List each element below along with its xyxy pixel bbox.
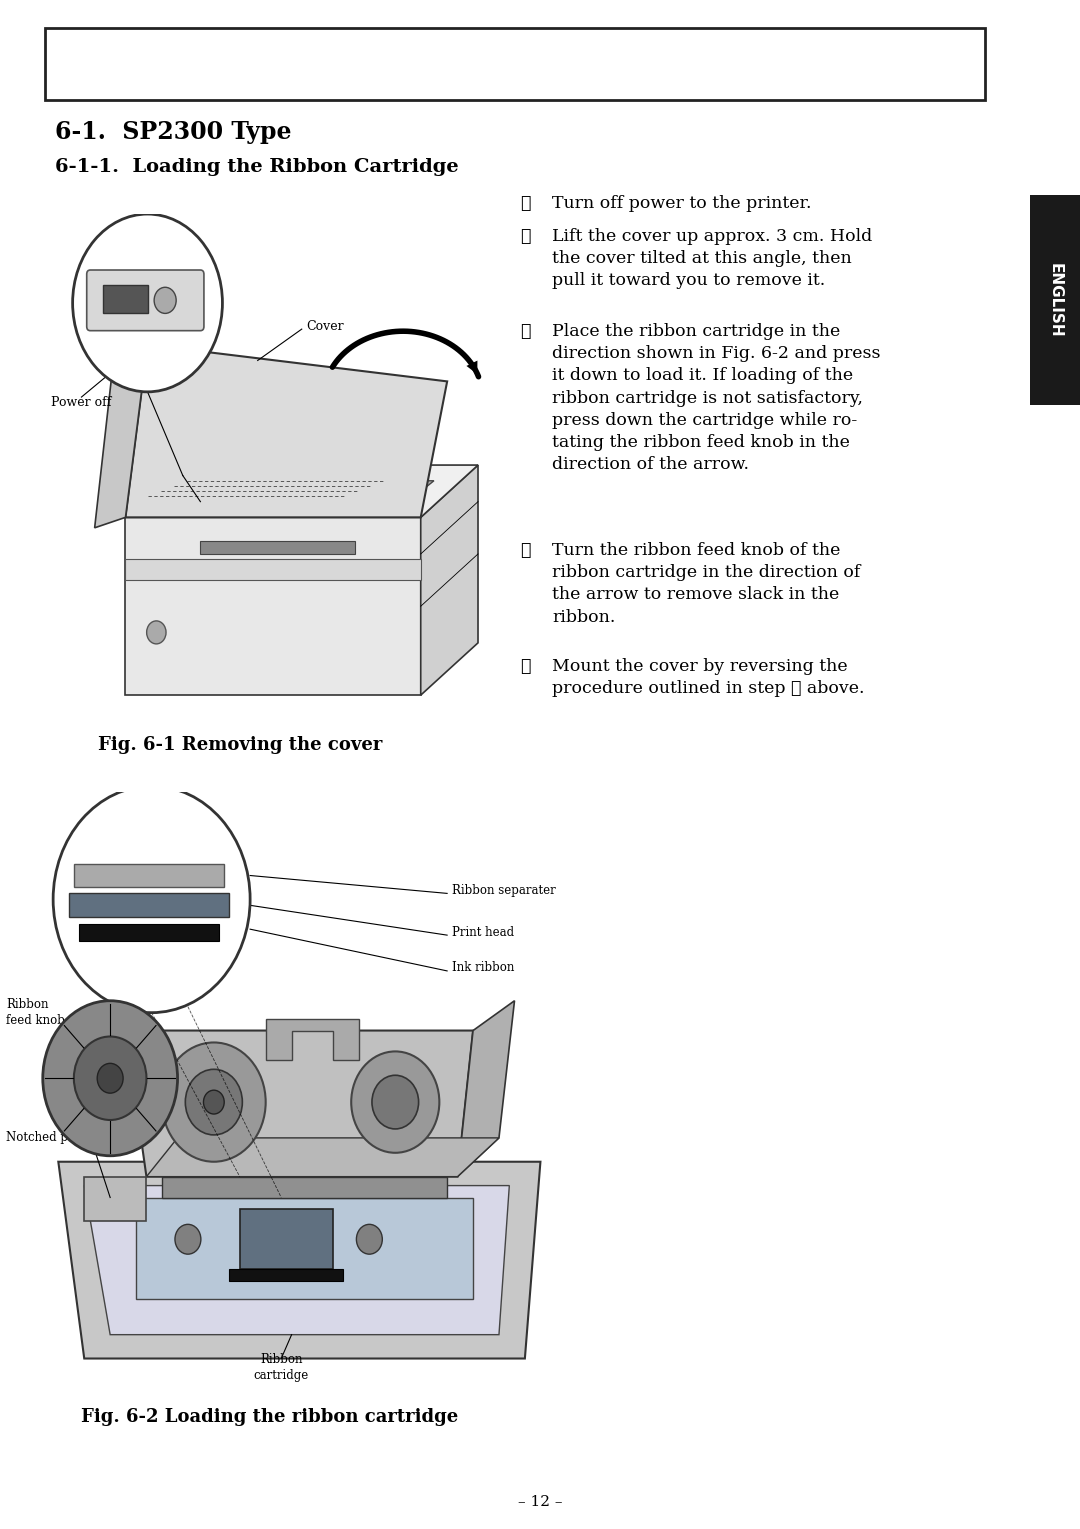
Text: Fig. 6-1 Removing the cover: Fig. 6-1 Removing the cover [98,735,382,754]
Text: Notched part: Notched part [6,1131,85,1144]
Circle shape [97,1063,123,1093]
Polygon shape [125,560,421,579]
Text: Cover: Cover [306,320,343,333]
Circle shape [203,1090,225,1115]
Circle shape [356,1225,382,1254]
Text: ③: ③ [519,323,530,339]
Polygon shape [125,344,447,517]
Text: – 12 –: – 12 – [517,1495,563,1509]
Text: Ribbon
cartridge: Ribbon cartridge [254,1353,309,1382]
Circle shape [73,1037,147,1119]
Circle shape [72,214,222,391]
Circle shape [186,1069,242,1135]
Polygon shape [170,480,434,517]
Circle shape [53,786,251,1012]
Circle shape [147,621,166,644]
FancyBboxPatch shape [240,1209,333,1269]
Polygon shape [458,1000,514,1177]
Circle shape [351,1052,440,1153]
Text: Turn the ribbon feed knob of the
ribbon cartridge in the direction of
the arrow : Turn the ribbon feed knob of the ribbon … [552,541,861,625]
Text: Mount the cover by reversing the
procedure outlined in step ② above.: Mount the cover by reversing the procedu… [552,657,864,697]
Circle shape [372,1075,419,1128]
Text: ①: ① [519,196,530,213]
Text: Ribbon
feed knob: Ribbon feed knob [6,998,66,1027]
Polygon shape [125,517,421,696]
Polygon shape [125,465,478,517]
Text: Power off: Power off [51,396,111,408]
FancyBboxPatch shape [86,271,204,330]
Text: ②: ② [519,228,530,245]
FancyBboxPatch shape [201,541,354,553]
Polygon shape [136,1197,473,1298]
FancyBboxPatch shape [73,864,225,887]
Polygon shape [125,1031,473,1177]
Text: Print head: Print head [453,925,514,939]
Text: Lift the cover up approx. 3 cm. Hold
the cover tilted at this angle, then
pull i: Lift the cover up approx. 3 cm. Hold the… [552,228,873,289]
Polygon shape [147,1138,499,1177]
Polygon shape [266,1018,359,1061]
Circle shape [162,1043,266,1162]
FancyBboxPatch shape [69,893,229,917]
Text: 6. Loading the Ribbon Cartridge and Paper: 6. Loading the Ribbon Cartridge and Pape… [129,49,901,80]
Text: ⑤: ⑤ [519,657,530,674]
FancyBboxPatch shape [229,1269,343,1281]
Bar [45,28,985,99]
Text: Ribbon separater: Ribbon separater [453,884,556,898]
Text: Fig. 6-2 Loading the ribbon cartridge: Fig. 6-2 Loading the ribbon cartridge [81,1408,459,1427]
Text: Turn off power to the printer.: Turn off power to the printer. [552,196,811,213]
Circle shape [175,1225,201,1254]
Polygon shape [421,465,478,696]
Polygon shape [95,344,148,528]
Circle shape [43,1000,177,1156]
Polygon shape [58,1162,540,1358]
FancyBboxPatch shape [162,1177,447,1197]
Text: 6-1.  SP2300 Type: 6-1. SP2300 Type [55,119,292,144]
Text: Ink ribbon: Ink ribbon [453,962,515,974]
Polygon shape [84,1177,147,1222]
Polygon shape [84,1185,510,1335]
Bar [1030,196,1080,405]
FancyBboxPatch shape [79,925,219,940]
Text: Place the ribbon cartridge in the
direction shown in Fig. 6-2 and press
it down : Place the ribbon cartridge in the direct… [552,323,880,472]
Text: ENGLISH: ENGLISH [1048,263,1063,338]
Text: 6-1-1.  Loading the Ribbon Cartridge: 6-1-1. Loading the Ribbon Cartridge [55,157,459,176]
Circle shape [154,287,176,313]
FancyBboxPatch shape [104,284,148,313]
Text: ④: ④ [519,541,530,560]
